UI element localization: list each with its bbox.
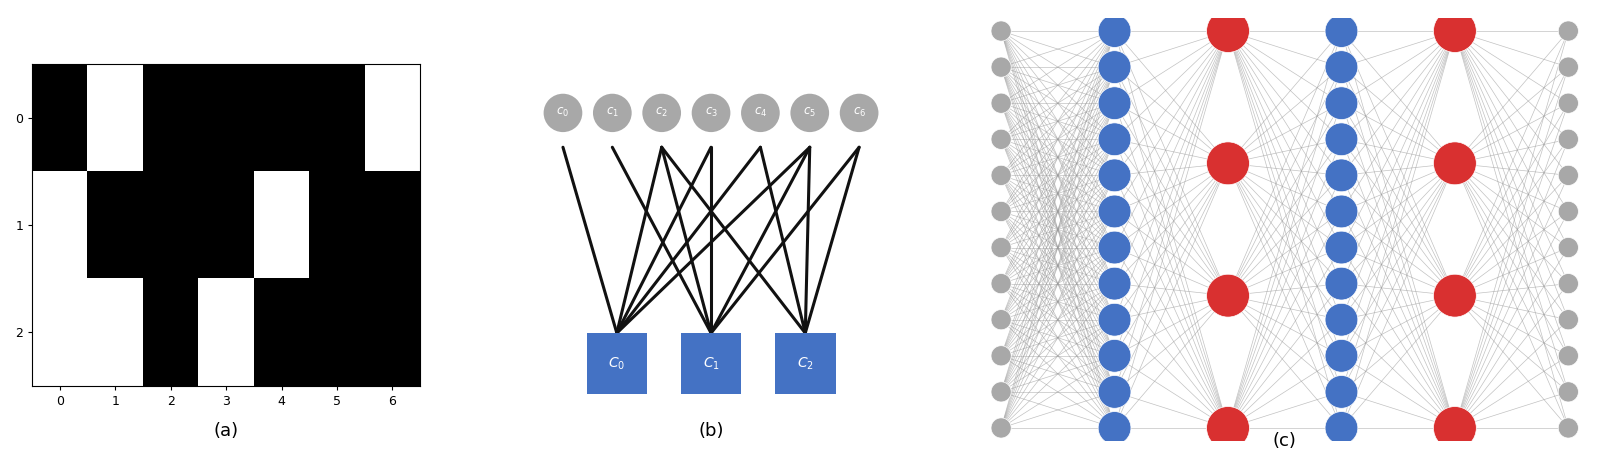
Ellipse shape: [1433, 407, 1477, 449]
Text: $c_5$: $c_5$: [803, 106, 816, 119]
Text: $C_2$: $C_2$: [797, 355, 814, 371]
Text: $c_4$: $c_4$: [753, 106, 768, 119]
Ellipse shape: [1325, 267, 1357, 300]
Ellipse shape: [543, 94, 582, 132]
Ellipse shape: [1325, 87, 1357, 120]
Ellipse shape: [1325, 231, 1357, 264]
Ellipse shape: [991, 57, 1012, 77]
Text: $c_2$: $c_2$: [654, 106, 667, 119]
Ellipse shape: [1325, 159, 1357, 192]
Ellipse shape: [1558, 165, 1579, 185]
Ellipse shape: [1325, 51, 1357, 84]
Ellipse shape: [1558, 21, 1579, 41]
Ellipse shape: [1325, 15, 1357, 47]
Ellipse shape: [1099, 15, 1131, 47]
Ellipse shape: [1099, 267, 1131, 300]
Ellipse shape: [991, 310, 1012, 330]
Ellipse shape: [991, 21, 1012, 41]
Ellipse shape: [1099, 87, 1131, 120]
Ellipse shape: [1325, 195, 1357, 228]
Ellipse shape: [1558, 382, 1579, 402]
Text: $c_1$: $c_1$: [606, 106, 619, 119]
Text: (a): (a): [213, 422, 239, 441]
Ellipse shape: [1099, 195, 1131, 228]
Ellipse shape: [991, 202, 1012, 222]
Ellipse shape: [991, 129, 1012, 149]
Ellipse shape: [1558, 418, 1579, 438]
Ellipse shape: [1558, 237, 1579, 257]
Ellipse shape: [991, 418, 1012, 438]
Ellipse shape: [1325, 339, 1357, 372]
Ellipse shape: [840, 94, 879, 132]
Ellipse shape: [1325, 375, 1357, 408]
Ellipse shape: [1433, 274, 1477, 317]
Ellipse shape: [991, 237, 1012, 257]
Ellipse shape: [1558, 346, 1579, 366]
Text: $c_0$: $c_0$: [556, 106, 569, 119]
Ellipse shape: [1099, 159, 1131, 192]
Ellipse shape: [1099, 51, 1131, 84]
Text: (c): (c): [1273, 431, 1296, 450]
Ellipse shape: [1207, 407, 1249, 449]
Ellipse shape: [593, 94, 632, 132]
Text: $c_6$: $c_6$: [853, 106, 866, 119]
Ellipse shape: [991, 346, 1012, 366]
Text: (b): (b): [698, 422, 724, 441]
Ellipse shape: [1207, 142, 1249, 185]
Ellipse shape: [1099, 231, 1131, 264]
Ellipse shape: [991, 274, 1012, 294]
Ellipse shape: [1558, 57, 1579, 77]
Ellipse shape: [642, 94, 680, 132]
Ellipse shape: [1558, 202, 1579, 222]
FancyBboxPatch shape: [587, 333, 646, 394]
Ellipse shape: [1099, 123, 1131, 156]
Ellipse shape: [991, 93, 1012, 113]
Ellipse shape: [1558, 93, 1579, 113]
Ellipse shape: [1099, 412, 1131, 444]
Ellipse shape: [790, 94, 829, 132]
FancyBboxPatch shape: [680, 333, 742, 394]
Ellipse shape: [692, 94, 730, 132]
Ellipse shape: [1558, 274, 1579, 294]
Text: $c_3$: $c_3$: [705, 106, 718, 119]
Ellipse shape: [1433, 142, 1477, 185]
Ellipse shape: [1207, 274, 1249, 317]
Ellipse shape: [1325, 123, 1357, 156]
Ellipse shape: [1099, 339, 1131, 372]
Ellipse shape: [1325, 303, 1357, 336]
Text: $C_1$: $C_1$: [703, 355, 719, 371]
Ellipse shape: [1207, 10, 1249, 52]
Ellipse shape: [1325, 412, 1357, 444]
Ellipse shape: [1558, 129, 1579, 149]
Ellipse shape: [1558, 310, 1579, 330]
FancyBboxPatch shape: [776, 333, 835, 394]
Ellipse shape: [1099, 303, 1131, 336]
Text: $C_0$: $C_0$: [608, 355, 625, 371]
Ellipse shape: [742, 94, 781, 132]
Ellipse shape: [991, 165, 1012, 185]
Ellipse shape: [1433, 10, 1477, 52]
Ellipse shape: [991, 382, 1012, 402]
Ellipse shape: [1099, 375, 1131, 408]
